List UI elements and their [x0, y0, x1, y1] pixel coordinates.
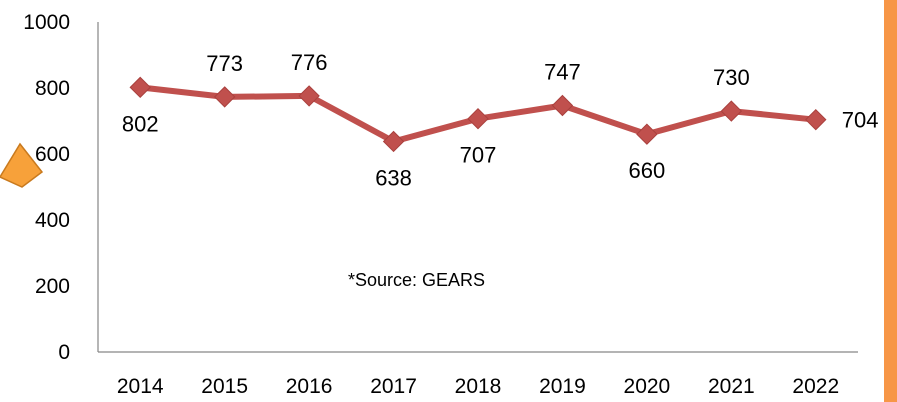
- data-label: 773: [206, 51, 243, 76]
- data-label: 638: [375, 165, 412, 190]
- data-label: 730: [713, 65, 750, 90]
- data-labels: 802 773 776 638 707 747 660 730 704: [122, 50, 879, 191]
- orange-arrow-icon: [0, 142, 44, 188]
- series-markers: [129, 76, 827, 153]
- y-tick-label: 0: [58, 341, 70, 364]
- source-annotation: *Source: GEARS: [348, 270, 485, 290]
- y-tick-label: 400: [35, 209, 70, 232]
- data-point-marker: [636, 123, 658, 145]
- x-tick-label: 2022: [792, 375, 839, 398]
- x-tick-label: 2019: [539, 375, 586, 398]
- data-point-marker: [720, 100, 743, 122]
- data-label: 704: [842, 108, 879, 133]
- x-tick-label: 2015: [201, 375, 248, 398]
- data-point-marker: [129, 76, 151, 99]
- data-label: 660: [629, 158, 666, 183]
- data-point-marker: [213, 86, 236, 108]
- data-point-marker: [551, 94, 574, 117]
- y-tick-label: 1000: [23, 11, 70, 34]
- data-point-marker: [298, 85, 320, 107]
- x-tick-labels: 2014 2015 2016 2017 2018 2019 2020 2021 2022: [117, 375, 839, 398]
- y-tick-labels: 0 200 400 600 800 1000: [23, 11, 70, 364]
- x-tick-label: 2020: [624, 375, 671, 398]
- y-tick-label: 800: [35, 77, 70, 100]
- y-tick-label: 600: [35, 143, 70, 166]
- data-point-marker: [467, 107, 489, 130]
- data-point-marker: [805, 108, 827, 131]
- data-label: 776: [291, 50, 328, 75]
- data-label: 707: [460, 143, 497, 168]
- data-point-marker: [382, 130, 405, 153]
- x-tick-label: 2021: [708, 375, 755, 398]
- right-orange-border: [884, 0, 897, 402]
- data-label: 747: [544, 59, 581, 84]
- x-tick-label: 2017: [370, 375, 417, 398]
- x-tick-label: 2016: [286, 375, 333, 398]
- data-label: 802: [122, 111, 159, 136]
- x-tick-label: 2014: [117, 375, 164, 398]
- x-tick-label: 2018: [455, 375, 502, 398]
- y-tick-label: 200: [35, 275, 70, 298]
